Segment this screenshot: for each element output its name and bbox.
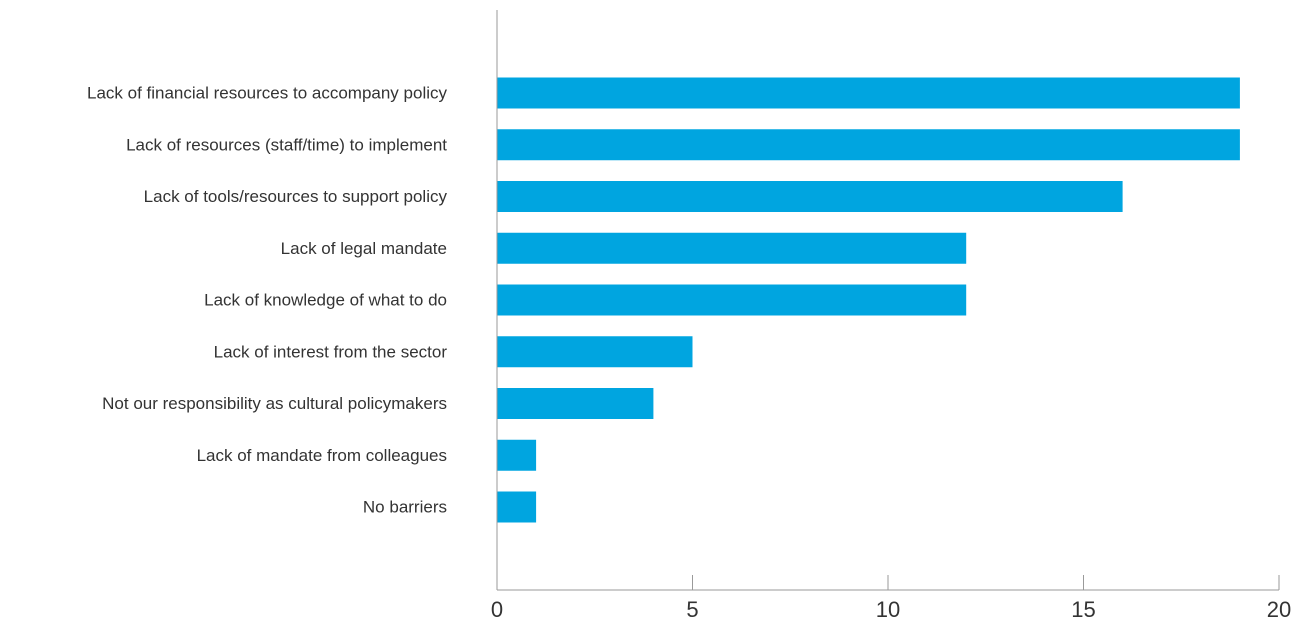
category-label: Lack of mandate from colleagues — [197, 446, 447, 465]
category-label: Lack of resources (staff/time) to implem… — [126, 135, 447, 154]
category-label: Lack of financial resources to accompany… — [87, 84, 448, 103]
bar — [497, 336, 693, 368]
bar — [497, 439, 537, 471]
category-label: Lack of knowledge of what to do — [204, 291, 447, 310]
x-tick-label: 5 — [686, 597, 698, 622]
x-tick-label: 10 — [876, 597, 900, 622]
bars-group — [497, 77, 1240, 523]
bar — [497, 181, 1123, 212]
category-labels: Lack of financial resources to accompany… — [87, 84, 448, 517]
x-axis-ticks: 0 5 10 15 20 — [491, 575, 1291, 622]
bar — [497, 77, 1240, 109]
category-label: Not our responsibility as cultural polic… — [102, 394, 447, 413]
category-label: Lack of interest from the sector — [214, 342, 448, 361]
category-label: Lack of legal mandate — [281, 239, 447, 258]
bar — [497, 284, 967, 316]
category-label: Lack of tools/resources to support polic… — [144, 187, 448, 206]
bar — [497, 129, 1240, 161]
bar — [497, 491, 537, 523]
bar — [497, 388, 654, 419]
x-tick-label: 0 — [491, 597, 503, 622]
x-tick-label: 20 — [1267, 597, 1291, 622]
category-label: No barriers — [363, 498, 447, 517]
x-tick-label: 15 — [1071, 597, 1095, 622]
bar — [497, 232, 967, 264]
